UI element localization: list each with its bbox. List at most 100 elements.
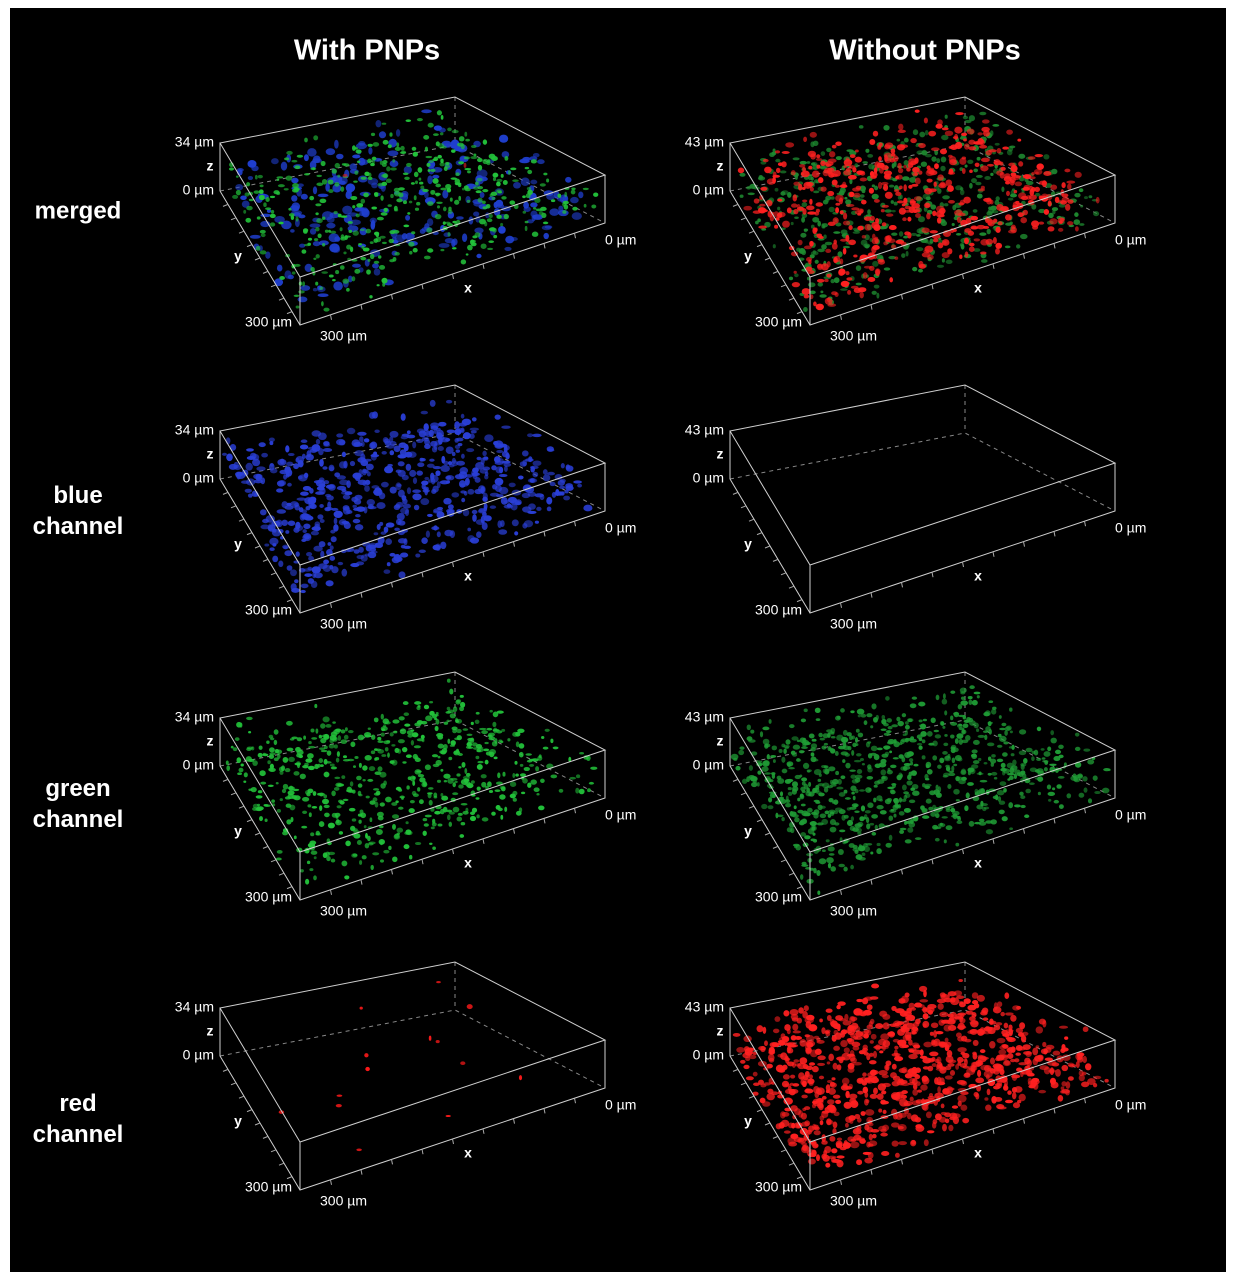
cell xyxy=(358,794,362,796)
cell xyxy=(374,261,380,264)
cell xyxy=(462,188,465,191)
cell xyxy=(833,240,837,245)
cell xyxy=(1059,204,1066,208)
cell xyxy=(1007,1037,1015,1042)
cell xyxy=(835,1100,841,1104)
cell xyxy=(905,725,910,730)
cell xyxy=(861,240,868,246)
cell xyxy=(450,530,455,538)
cell xyxy=(739,173,745,177)
cell xyxy=(947,185,954,192)
cell xyxy=(499,794,505,799)
cell xyxy=(854,193,861,198)
cell xyxy=(260,230,266,234)
cell xyxy=(350,563,359,567)
cell xyxy=(813,868,817,874)
cell xyxy=(792,1024,798,1031)
cell xyxy=(390,487,397,494)
cell xyxy=(403,504,411,509)
axis-name: x xyxy=(974,568,982,584)
cell xyxy=(984,1065,992,1072)
cell xyxy=(992,210,999,213)
cell xyxy=(500,520,505,527)
cell xyxy=(540,779,545,783)
cell xyxy=(316,183,323,187)
cell xyxy=(1096,197,1100,204)
cell xyxy=(952,1113,961,1118)
cell xyxy=(445,165,451,168)
cell xyxy=(1061,1065,1068,1071)
cell xyxy=(956,799,960,801)
cell xyxy=(827,1099,835,1104)
cell xyxy=(259,770,265,776)
cell xyxy=(940,721,944,726)
cell xyxy=(324,759,328,765)
cell xyxy=(431,478,435,485)
cell xyxy=(1025,789,1031,794)
cell xyxy=(1002,1044,1008,1048)
cell xyxy=(963,1065,969,1068)
cell xyxy=(991,772,997,776)
cell xyxy=(509,200,515,204)
cell xyxy=(945,765,950,768)
cell xyxy=(414,745,421,748)
cell xyxy=(849,735,853,740)
cell xyxy=(844,197,847,200)
cell xyxy=(424,444,431,449)
cell xyxy=(436,712,439,715)
cell xyxy=(515,774,519,777)
cell xyxy=(905,738,909,743)
axis-label: 0 µm xyxy=(605,520,636,536)
cell xyxy=(1036,758,1041,761)
cell xyxy=(808,166,812,170)
cell xyxy=(912,784,919,789)
cell xyxy=(797,810,803,814)
cell xyxy=(440,159,443,164)
cell xyxy=(404,177,410,180)
cell xyxy=(307,148,317,156)
cell xyxy=(796,248,800,252)
cell xyxy=(955,112,964,115)
cell xyxy=(493,177,496,181)
cell xyxy=(441,796,448,801)
cell xyxy=(454,429,461,435)
cell xyxy=(1006,1048,1011,1052)
cell xyxy=(422,738,425,742)
cell xyxy=(980,251,987,254)
cell xyxy=(846,271,850,275)
cell xyxy=(815,260,819,264)
cell xyxy=(876,715,879,720)
cell xyxy=(383,437,389,443)
cell xyxy=(462,233,467,242)
cell xyxy=(259,442,266,447)
cell xyxy=(1075,172,1082,178)
cell xyxy=(323,308,329,312)
cell xyxy=(312,806,318,809)
cell xyxy=(931,1022,938,1028)
cell xyxy=(820,1120,824,1125)
cell xyxy=(522,778,528,784)
cell xyxy=(370,817,373,822)
cell xyxy=(285,768,290,772)
cell xyxy=(977,1070,981,1077)
cell xyxy=(963,723,969,728)
cell xyxy=(871,983,879,988)
cell xyxy=(322,217,325,220)
cell xyxy=(309,812,312,817)
cell xyxy=(550,482,556,486)
cell xyxy=(962,1118,969,1123)
cell xyxy=(989,1021,997,1025)
cell xyxy=(381,714,384,720)
cell xyxy=(952,223,955,226)
cell xyxy=(926,213,930,220)
cell xyxy=(510,781,516,787)
cell xyxy=(977,695,980,698)
cell xyxy=(410,776,416,782)
cell xyxy=(996,170,1003,175)
cell xyxy=(329,744,335,749)
cell xyxy=(1061,182,1065,188)
cell xyxy=(879,1011,887,1017)
cell xyxy=(812,1101,818,1104)
cell xyxy=(301,826,307,829)
cell xyxy=(350,781,353,786)
